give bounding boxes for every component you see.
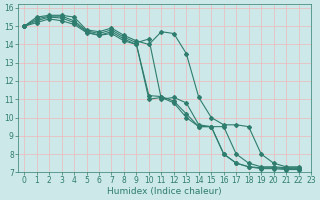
X-axis label: Humidex (Indice chaleur): Humidex (Indice chaleur) xyxy=(107,187,222,196)
